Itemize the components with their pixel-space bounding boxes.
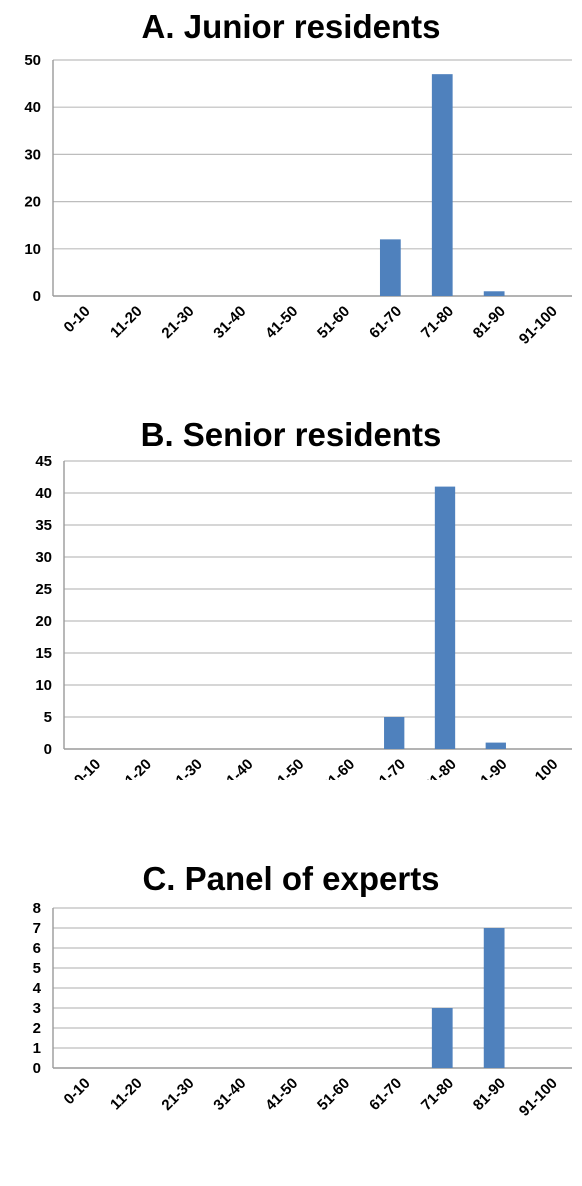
y-tick-label: 5 — [33, 960, 41, 977]
y-tick-label: 15 — [35, 645, 52, 662]
x-tick-label: 91-100 — [516, 1075, 561, 1120]
x-tick-label: 41-50 — [268, 756, 307, 780]
x-tick-label: 0-10 — [61, 303, 94, 336]
bar — [431, 74, 453, 296]
y-tick-label: 1 — [33, 1040, 41, 1057]
y-tick-label: 4 — [33, 980, 42, 997]
x-tick-label: 61-70 — [366, 1075, 405, 1114]
x-tick-label: 81-90 — [471, 756, 510, 780]
x-tick-label: 21-30 — [158, 1075, 197, 1114]
y-tick-label: 0 — [44, 741, 52, 758]
x-tick-label: 81-90 — [470, 1075, 509, 1114]
x-tick-label: 51-60 — [314, 1075, 353, 1114]
chart-title: B. Senior residents — [141, 416, 442, 453]
y-tick-label: 30 — [24, 146, 41, 163]
bar — [434, 486, 456, 749]
x-tick-label: 11-20 — [107, 1075, 146, 1114]
bar — [384, 717, 405, 749]
y-tick-label: 6 — [33, 940, 41, 957]
bar — [485, 742, 506, 749]
bar — [483, 291, 505, 296]
chart-title: C. Panel of experts — [142, 860, 439, 897]
x-tick-label: 21-30 — [158, 303, 197, 342]
y-tick-label: 0 — [33, 1060, 41, 1077]
y-tick-label: 30 — [35, 549, 52, 566]
bar — [379, 239, 401, 296]
y-tick-label: 10 — [24, 241, 41, 258]
y-tick-label: 50 — [24, 52, 41, 69]
chart-panel-c: C. Panel of experts 0 1 2 3 4 5 6 7 8 0-10 11-20 21… — [0, 840, 582, 1186]
y-tick-label: 25 — [35, 581, 52, 598]
y-tick-label: 20 — [35, 613, 52, 630]
x-tick-label: 91-100 — [516, 303, 561, 348]
x-tick-label: 61-70 — [366, 303, 405, 342]
chart-senior-residents: B. Senior residents 0 5 10 15 20 25 30 35 40 45 0-… — [35, 416, 572, 780]
x-tick-label: 71-80 — [418, 1075, 457, 1114]
y-tick-label: 40 — [24, 99, 41, 116]
y-tick-label: 10 — [35, 677, 52, 694]
x-tick-label: 61-70 — [370, 756, 409, 780]
y-tick-label: 20 — [24, 194, 41, 211]
x-tick-label: 81-90 — [470, 303, 509, 342]
y-tick-label: 8 — [33, 900, 41, 917]
x-tick-label: 41-50 — [262, 1075, 301, 1114]
chart-junior-residents: A. Junior residents 0 10 20 30 40 50 0-10 11-20… — [24, 8, 572, 348]
chart-title: A. Junior residents — [142, 8, 441, 45]
x-tick-label: 71-80 — [418, 303, 457, 342]
y-tick-label: 2 — [33, 1020, 41, 1037]
x-tick-label: 41-50 — [262, 303, 301, 342]
x-tick-label: 21-30 — [167, 756, 206, 780]
bar — [483, 928, 505, 1068]
y-tick-label: 45 — [35, 453, 52, 470]
y-tick-label: 3 — [33, 1000, 41, 1017]
chart-panel-of-experts: C. Panel of experts 0 1 2 3 4 5 6 7 8 0-10 11-20 21… — [33, 860, 572, 1120]
y-tick-label: 5 — [44, 709, 52, 726]
x-tick-label: 51-60 — [314, 303, 353, 342]
x-tick-label: 31-40 — [210, 303, 249, 342]
y-tick-label: 0 — [33, 288, 41, 305]
x-tick-label: 31-40 — [210, 1075, 249, 1114]
bar — [431, 1008, 453, 1068]
x-tick-label: 51-60 — [319, 756, 358, 780]
x-tick-label: 91-100 — [516, 756, 561, 780]
x-tick-label: 11-20 — [107, 303, 146, 342]
x-tick-label: 0-10 — [71, 756, 104, 780]
chart-panel-a: A. Junior residents 0 10 20 30 40 50 0-10 11-20… — [0, 0, 582, 380]
x-tick-label: 31-40 — [217, 756, 256, 780]
y-tick-label: 40 — [35, 485, 52, 502]
x-tick-label: 0-10 — [61, 1075, 94, 1108]
y-tick-label: 7 — [33, 920, 41, 937]
x-tick-label: 11-20 — [116, 756, 155, 780]
y-tick-label: 35 — [35, 517, 52, 534]
chart-panel-b: B. Senior residents 0 5 10 15 20 25 30 35 40 45 0-… — [0, 400, 582, 780]
x-tick-label: 71-80 — [421, 756, 460, 780]
